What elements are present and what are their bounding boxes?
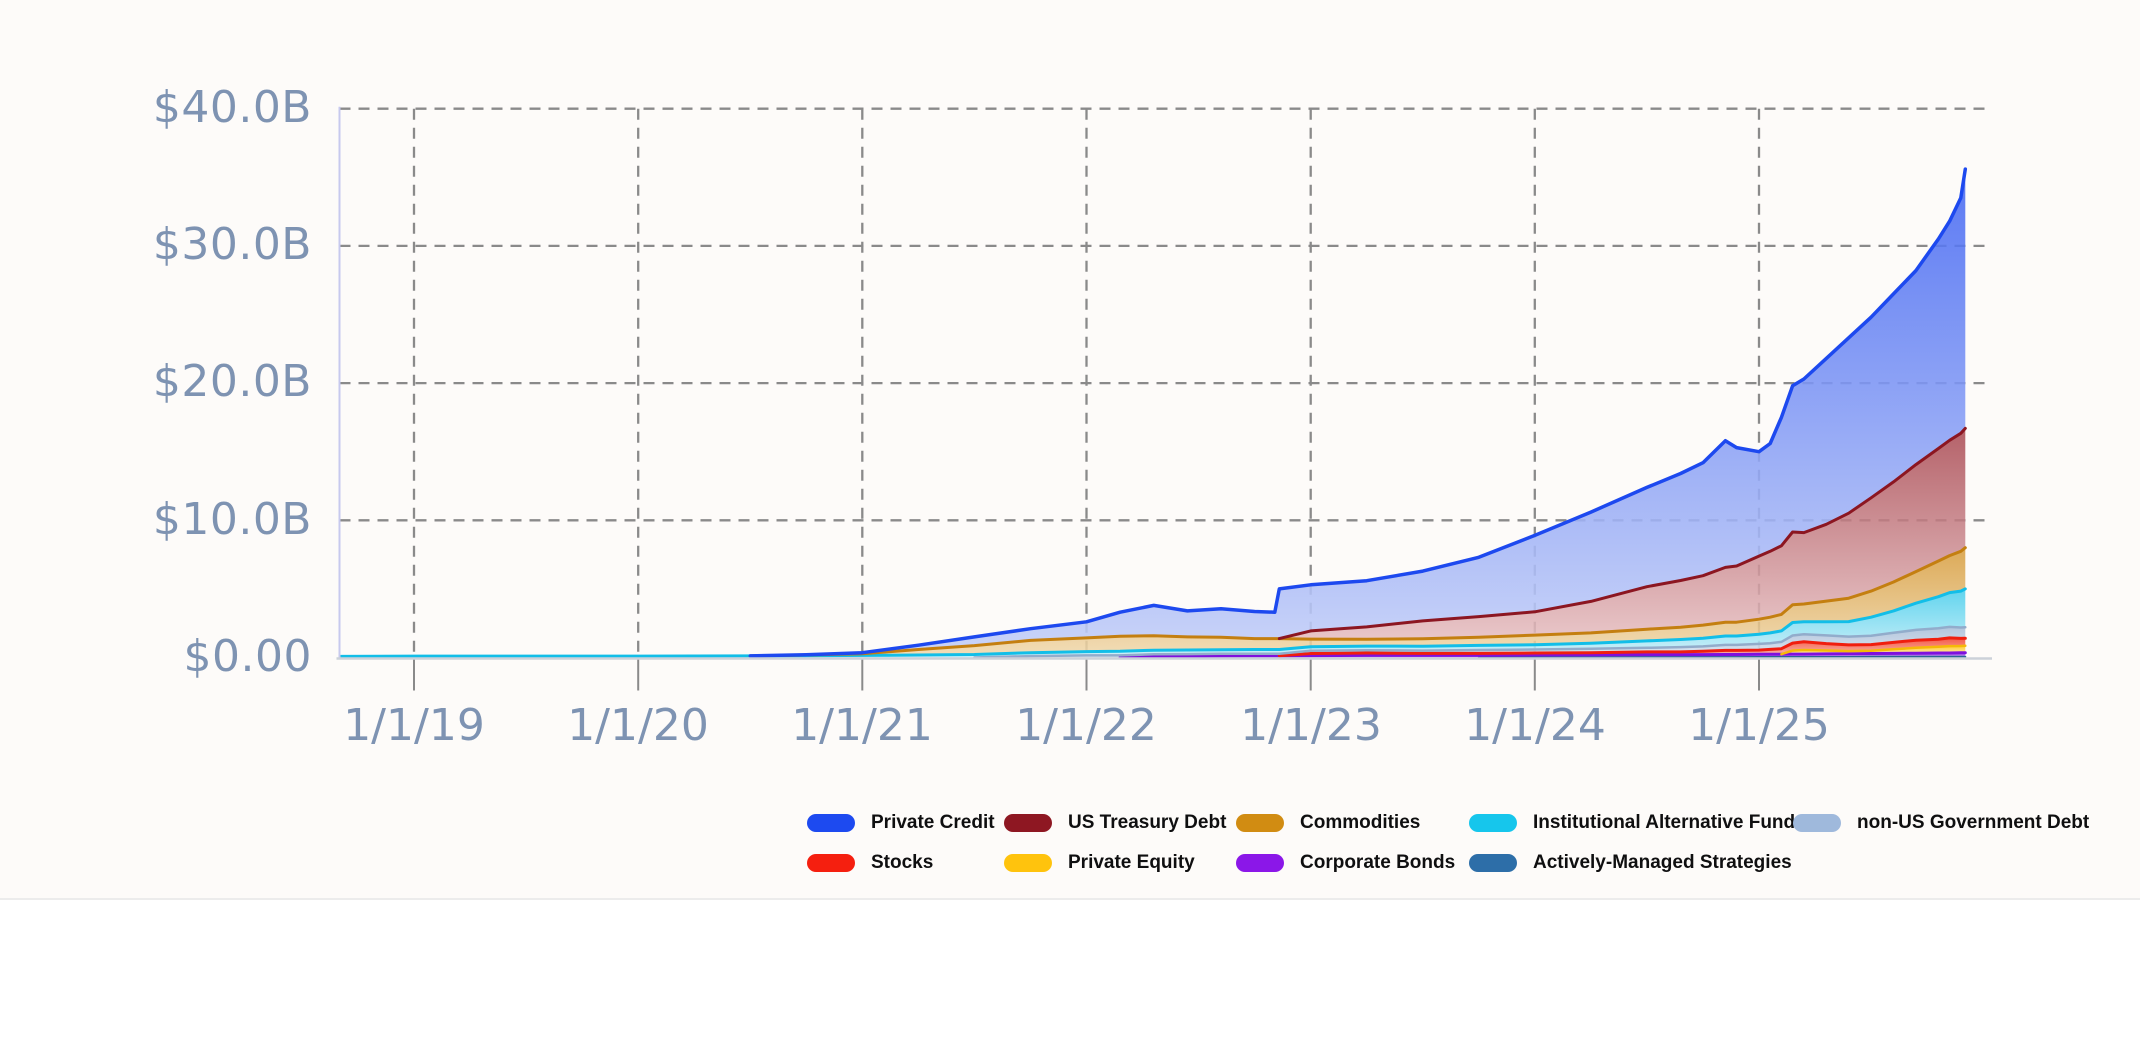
legend-item-private-credit: Private Credit [807, 810, 995, 836]
x-axis-tick-label: 1/1/25 [1688, 700, 1830, 751]
legend-label: Corporate Bonds [1300, 852, 1456, 873]
legend-label: Actively-Managed Strategies [1533, 852, 1792, 873]
legend-item-institutional-alternative-funds: Institutional Alternative Funds [1469, 810, 1806, 836]
x-axis-tick-label: 1/1/20 [567, 700, 709, 751]
x-axis-tick-label: 1/1/23 [1240, 700, 1382, 751]
y-axis-tick-label: $20.0B [152, 356, 312, 407]
y-axis-tick-label: $0.00 [183, 631, 312, 682]
legend-label: Institutional Alternative Funds [1533, 812, 1806, 833]
stacked-area-chart-canvas [336, 106, 1992, 691]
legend-label: Commodities [1300, 812, 1421, 833]
legend-swatch-actively-managed-strategies [1469, 854, 1517, 872]
y-axis-tick-label: $10.0B [152, 494, 312, 545]
legend-label: Private Equity [1068, 852, 1195, 873]
legend-item-non-us-government-debt: non-US Government Debt [1793, 810, 2089, 836]
legend-swatch-private-equity [1004, 854, 1052, 872]
legend-item-us-treasury-debt: US Treasury Debt [1004, 810, 1226, 836]
y-axis-tick-label: $30.0B [152, 219, 312, 270]
x-axis-tick-label: 1/1/21 [791, 700, 933, 751]
legend-swatch-commodities [1236, 814, 1284, 832]
footer: Gate Research, Data from: DeFiLlama Gate… [0, 900, 2140, 1042]
legend-swatch-institutional-alternative-funds [1469, 814, 1517, 832]
legend-label: Stocks [871, 852, 934, 873]
legend-swatch-us-treasury-debt [1004, 814, 1052, 832]
y-axis-tick-label: $40.0B [152, 82, 312, 133]
legend-label: Private Credit [871, 812, 995, 833]
rwa-stacked-area-chart-section: $40.0B $30.0B $20.0B $10.0B $0.00 1/1/19… [0, 82, 2140, 900]
legend-item-actively-managed-strategies: Actively-Managed Strategies [1469, 850, 1792, 876]
x-axis-tick-label: 1/1/19 [343, 700, 485, 751]
legend-swatch-private-credit [807, 814, 855, 832]
x-axis-tick-label: 1/1/22 [1015, 700, 1157, 751]
legend-item-private-equity: Private Equity [1004, 850, 1195, 876]
legend-swatch-stocks [807, 854, 855, 872]
x-axis-tick-label: 1/1/24 [1464, 700, 1606, 751]
legend-swatch-corporate-bonds [1236, 854, 1284, 872]
legend-item-corporate-bonds: Corporate Bonds [1236, 850, 1455, 876]
legend-swatch-non-us-government-debt [1793, 814, 1841, 832]
legend-label: US Treasury Debt [1068, 812, 1227, 833]
legend-item-commodities: Commodities [1236, 810, 1420, 836]
legend-item-stocks: Stocks [807, 850, 933, 876]
legend-label: non-US Government Debt [1857, 812, 2090, 833]
